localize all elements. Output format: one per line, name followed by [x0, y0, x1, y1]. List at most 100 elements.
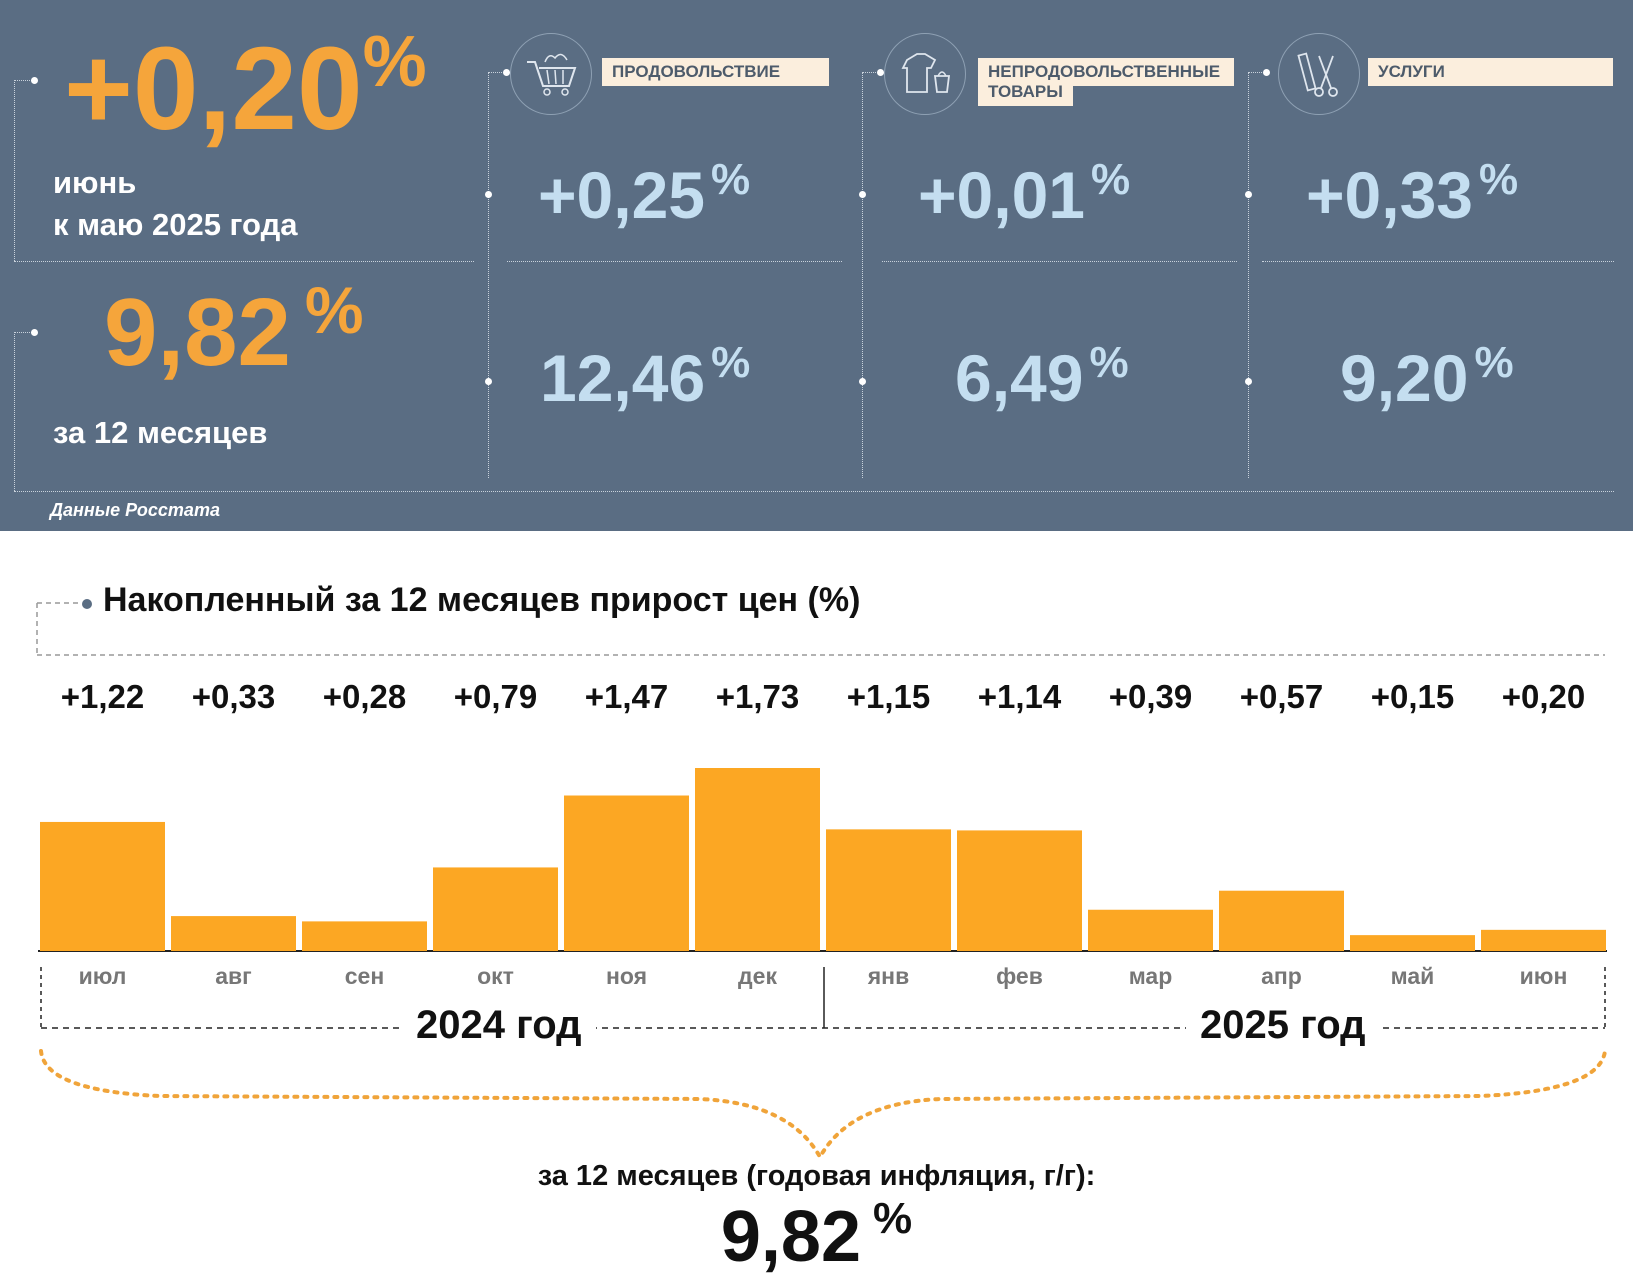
value-label: +0,33	[191, 678, 276, 715]
percent-sign: %	[711, 338, 751, 387]
bullet-dot	[859, 191, 866, 198]
divider	[488, 72, 502, 73]
divider	[14, 332, 34, 333]
year-label-2024: 2024 год	[402, 1003, 596, 1048]
value-label: +0,28	[322, 678, 407, 715]
monthly-caption: июнь к маю 2025 года	[53, 162, 298, 246]
food-annual: 12,46	[540, 341, 706, 415]
nonfood-annual: 6,49	[955, 341, 1084, 415]
bar-ноя	[564, 795, 689, 951]
annual-value: 9,82	[104, 279, 291, 386]
divider	[1248, 72, 1249, 478]
bullet-dot	[31, 329, 38, 336]
divider	[14, 491, 1614, 492]
divider	[14, 80, 15, 261]
divider	[14, 261, 474, 262]
bar-фев	[957, 830, 1082, 951]
category-label-nonfood-line2: ТОВАРЫ	[978, 80, 1073, 107]
monthly-caption-line2: к маю 2025 года	[53, 206, 298, 242]
chart-title: Накопленный за 12 месяцев прирост цен (%…	[103, 581, 861, 619]
value-label: +0,79	[453, 678, 538, 715]
bullet-dot	[1245, 378, 1252, 385]
bar-май	[1350, 935, 1475, 951]
value-label: +0,20	[1501, 678, 1586, 715]
bullet-dot	[485, 191, 492, 198]
month-label: авг	[215, 963, 252, 989]
percent-sign: %	[304, 273, 364, 347]
bar-янв	[826, 829, 951, 951]
value-label: +1,73	[715, 678, 800, 715]
month-label: сен	[344, 963, 385, 989]
month-label: май	[1390, 963, 1435, 989]
bar-дек	[695, 768, 820, 951]
bar-июн	[1481, 929, 1606, 951]
summary-panel: +0,20% июнь к маю 2025 года 9,82% за 12 …	[0, 0, 1633, 531]
bullet-dot	[31, 77, 38, 84]
value-label: +1,15	[846, 678, 931, 715]
category-label-nonfood: НЕПРОДОВОЛЬСТВЕННЫЕ	[978, 58, 1234, 87]
percent-sign: %	[1474, 338, 1514, 387]
monthly-inflation-value: +0,20%	[64, 26, 427, 148]
nonfood-monthly: +0,01	[918, 158, 1085, 232]
bar-июл	[40, 821, 165, 951]
category-label-line1: НЕПРОДОВОЛЬСТВЕННЫЕ	[988, 62, 1221, 81]
bar-авг	[171, 916, 296, 951]
month-label: ноя	[605, 963, 648, 989]
month-label: дек	[738, 963, 777, 989]
bar-окт	[433, 867, 558, 951]
value-label: +0,57	[1239, 678, 1324, 715]
annual-value: 9,82	[720, 1197, 861, 1277]
bullet-dot	[503, 69, 510, 76]
nonfood-monthly-value: +0,01%	[918, 158, 1130, 229]
nonfood-annual-value: 6,49%	[955, 341, 1129, 412]
annual-caption-bottom: за 12 месяцев (годовая инфляция, г/г):	[537, 1160, 1096, 1192]
value-label: +0,39	[1108, 678, 1193, 715]
bullet-dot	[877, 69, 884, 76]
month-label: мар	[1128, 963, 1173, 989]
annual-inflation-value: 9,82%	[104, 277, 364, 381]
divider	[488, 72, 489, 478]
value-label: +1,47	[584, 678, 669, 715]
annual-value-bottom: 9,82%	[0, 1197, 1633, 1274]
value-label: +1,14	[977, 678, 1062, 715]
month-label: июн	[1519, 963, 1568, 989]
divider	[507, 261, 842, 262]
percent-sign: %	[1089, 338, 1129, 387]
percent-sign: %	[873, 1194, 913, 1243]
divider	[882, 261, 1237, 262]
category-label-food: ПРОДОВОЛЬСТВИЕ	[602, 58, 829, 87]
services-annual-value: 9,20%	[1340, 341, 1514, 412]
month-label: окт	[477, 963, 514, 989]
divider	[14, 332, 15, 491]
divider	[1262, 261, 1614, 262]
food-monthly: +0,25	[538, 158, 705, 232]
percent-sign: %	[362, 22, 427, 102]
bullet-dot	[1263, 69, 1270, 76]
bar-апр	[1219, 890, 1344, 951]
divider	[1248, 72, 1262, 73]
monthly-caption-line1: июнь	[53, 165, 137, 200]
services-annual: 9,20	[1340, 341, 1469, 415]
month-label: фев	[996, 963, 1043, 989]
annual-caption: за 12 месяцев	[53, 415, 268, 450]
bar-мар	[1088, 909, 1213, 951]
clothing-bag-icon	[884, 33, 966, 115]
percent-sign: %	[1479, 155, 1519, 204]
divider	[862, 72, 876, 73]
data-source: Данные Росстата	[50, 500, 220, 520]
percent-sign: %	[1091, 155, 1131, 204]
services-monthly-value: +0,33%	[1306, 158, 1518, 229]
month-label: июл	[78, 963, 127, 989]
year-label-2025: 2025 год	[1186, 1003, 1380, 1048]
bullet-dot	[1245, 191, 1252, 198]
services-monthly: +0,33	[1306, 158, 1473, 232]
bullet-dot	[485, 378, 492, 385]
bullet-dot	[859, 378, 866, 385]
bar-сен	[302, 921, 427, 951]
comb-scissors-icon	[1278, 33, 1360, 115]
month-label: янв	[867, 963, 910, 989]
percent-sign: %	[711, 155, 751, 204]
category-label-services: УСЛУГИ	[1368, 58, 1613, 87]
divider	[862, 72, 863, 478]
